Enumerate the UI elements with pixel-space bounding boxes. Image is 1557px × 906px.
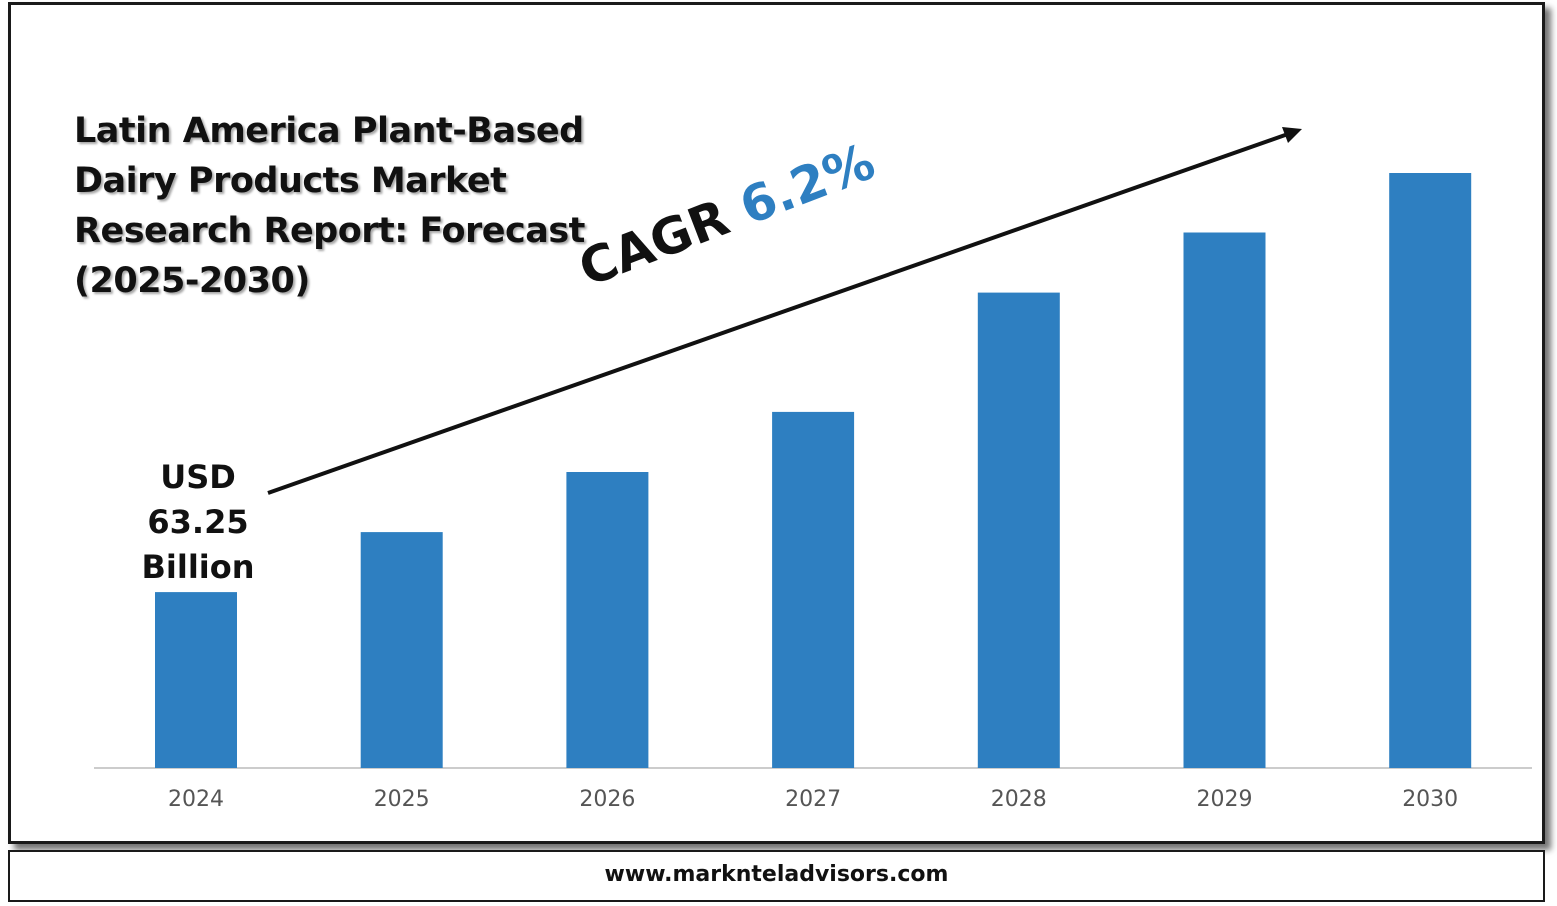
title-line: Latin America Plant-Based — [74, 111, 584, 151]
x-tick-label: 2025 — [374, 787, 430, 812]
bar-2025 — [360, 532, 443, 768]
start-value-unit: Billion — [141, 548, 255, 586]
x-tick-labels: 2024 2025 2026 2027 2028 2029 2030 — [168, 787, 1458, 812]
x-tick-label: 2026 — [579, 787, 635, 812]
start-value-label: USD 63.25 Billion — [128, 455, 268, 590]
growth-arrow — [267, 127, 1302, 495]
bar-2027 — [772, 411, 855, 768]
bars-group — [155, 173, 1472, 768]
x-tick-label: 2029 — [1197, 787, 1253, 812]
x-tick-label: 2030 — [1402, 787, 1458, 812]
bar-2024 — [155, 592, 237, 768]
start-value-number: 63.25 — [147, 503, 249, 541]
x-tick-label: 2024 — [168, 787, 224, 812]
start-value-currency: USD — [160, 458, 236, 496]
footer-url: www.marknteladvisors.com — [604, 862, 949, 887]
bar-2026 — [566, 472, 649, 768]
bar-2028 — [977, 292, 1060, 768]
title-line: Research Report: Forecast — [74, 211, 585, 251]
x-tick-label: 2028 — [991, 787, 1047, 812]
title-line: Dairy Products Market — [74, 161, 507, 201]
chart-title: Latin America Plant-Based Dairy Products… — [74, 106, 634, 306]
bar-2029 — [1183, 232, 1266, 768]
title-line: (2025-2030) — [74, 261, 310, 301]
x-tick-label: 2027 — [785, 787, 841, 812]
bar-2030 — [1389, 173, 1472, 768]
footer: www.marknteladvisors.com — [8, 850, 1545, 902]
